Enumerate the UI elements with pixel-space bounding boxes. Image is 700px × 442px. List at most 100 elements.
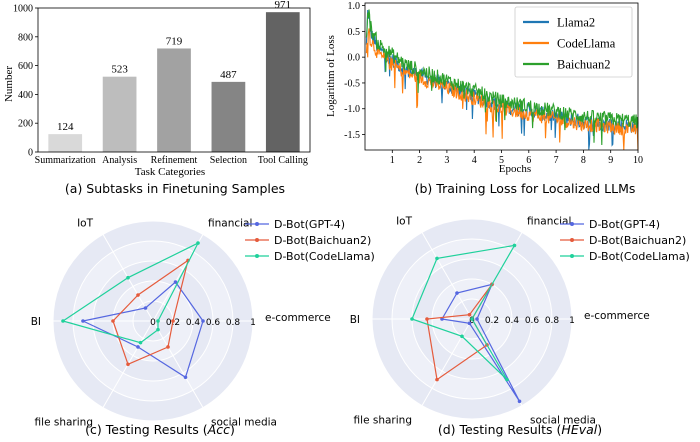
panel-d-spoke — [421, 232, 473, 320]
panel-d-rtick-label: 0.6 — [525, 316, 540, 326]
panel-c-point — [111, 319, 115, 323]
panel-c-rtick-label: 1 — [250, 318, 256, 328]
panel-c-point — [196, 241, 200, 245]
b-legend-label: CodeLlama — [557, 37, 616, 51]
panel-c-point — [81, 319, 85, 323]
panel-d-point — [435, 377, 439, 382]
b-series-baichuan2 — [365, 9, 639, 146]
panel-c-legend-marker — [255, 222, 259, 226]
panel-d-legend-label: D-Bot(Baichuan2) — [589, 234, 686, 247]
panel-c-point — [183, 375, 188, 380]
panel-c-legend-marker — [255, 238, 259, 242]
panel-d-point — [470, 317, 474, 321]
panel-c-point — [138, 340, 143, 345]
b-ytick-label: 0.0 — [348, 53, 361, 64]
panel-c-point — [143, 306, 148, 310]
panel-d-axis-label: IoT — [396, 215, 413, 227]
panel-c-point — [166, 345, 170, 349]
panel-b: 1 2 3 4 5 6 7 8 9 10 -1.5 -1.0 -0.5 0.0 0.5 1.0 Llama2 C… — [325, 1, 643, 196]
a-xtick-label: Analysis — [102, 155, 137, 166]
panel-d-axis-label: e-commerce — [584, 310, 650, 322]
panel-d-rtick-label: 0.8 — [545, 316, 560, 326]
panel-d-spoke — [421, 318, 473, 406]
a-bar-selection — [211, 81, 246, 152]
b-ylabel: Logarithm of Loss — [325, 35, 337, 117]
a-ytick-label: 800 — [18, 32, 33, 43]
panel-d-point — [512, 243, 517, 248]
panel-d-point — [517, 399, 522, 404]
panel-d-axis-label: financial — [527, 215, 571, 227]
a-bar-refinement — [157, 48, 191, 152]
b-caption: (b) Training Loss for Localized LLMs — [415, 181, 636, 196]
b-xtick-label: 2 — [417, 155, 422, 166]
a-data-label: 124 — [57, 121, 74, 133]
a-ylabel: Number — [3, 66, 15, 102]
panel-d-point — [410, 317, 414, 321]
panel-c-axis-label: e-commerce — [265, 312, 331, 324]
a-xlabel: Task Categories — [135, 166, 205, 178]
panel-c-point — [136, 345, 140, 349]
panel-d-point — [425, 317, 429, 321]
panel-c-spoke — [152, 320, 204, 408]
b-xtick-label: 3 — [444, 155, 449, 166]
a-ytick-label: 1000 — [13, 4, 33, 15]
panel-d-point — [460, 334, 464, 339]
panel-a: 124 523 719 487 971 Summarization Analysis Ref… — [3, 0, 311, 196]
b-legend-box — [514, 6, 633, 78]
panel-d-point — [505, 377, 509, 382]
b-xtick-label: 1 — [390, 155, 395, 166]
panel-c-rtick-label: 0 — [150, 318, 156, 328]
panel-c-point — [136, 293, 140, 297]
a-bar-summarization — [48, 134, 83, 152]
panel-d-point — [435, 256, 439, 261]
b-xtick-label: 4 — [472, 155, 477, 166]
b-xtick-label: 5 — [499, 155, 504, 166]
panel-c-point — [171, 319, 175, 323]
panel-c-axis-label: financial — [208, 217, 252, 229]
panel-d-rtick-label: 0.2 — [485, 316, 499, 326]
panel-d-point — [467, 321, 472, 326]
panel-d-rtick-label: 1 — [569, 316, 575, 326]
b-ytick-label: 0.5 — [348, 27, 361, 38]
panel-c-point — [126, 362, 130, 367]
b-legend-label: Llama2 — [557, 16, 595, 30]
b-legend-label: Baichuan2 — [557, 58, 610, 72]
b-xtick-label: 9 — [608, 155, 613, 166]
panel-c-point — [126, 275, 130, 280]
a-xtick-label: Selection — [210, 155, 247, 166]
a-xtick-label: Tool Calling — [258, 155, 308, 166]
a-caption: (a) Subtasks in Finetuning Samples — [65, 181, 285, 196]
panel-c: 0 0.2 0.4 0.6 0.8 1 e-commercefinancialIoTBIfi… — [31, 217, 375, 428]
panel-c-legend-marker — [255, 254, 259, 258]
panel-c-point — [156, 327, 160, 332]
panel-c-rtick-label: 0.6 — [206, 318, 221, 328]
panel-d-legend-label: D-Bot(CodeLlama) — [589, 250, 690, 263]
panel-c-axis-label: social media — [211, 417, 277, 429]
a-ytick-label: 200 — [18, 119, 33, 130]
a-data-label: 487 — [220, 69, 237, 81]
c-caption: (c) Testing Results (Acc) — [85, 422, 235, 437]
a-bar-analysis — [102, 76, 137, 152]
b-ytick-label: -1.5 — [344, 130, 360, 141]
a-bar-tool-calling — [265, 12, 300, 153]
b-xtick-label: 6 — [526, 155, 531, 166]
panel-d: 0 0.2 0.4 0.6 0.8 1 e-commerce financial IoT BI fi… — [350, 215, 690, 426]
panel-c-rtick-label: 0.8 — [226, 318, 241, 328]
b-ytick-label: -1.0 — [344, 104, 360, 115]
a-data-label: 719 — [166, 35, 183, 47]
b-xtick-label: 8 — [581, 155, 586, 166]
a-ytick-label: 400 — [18, 90, 33, 101]
panel-c-point — [61, 319, 65, 323]
panel-d-legend-label: D-Bot(GPT-4) — [589, 218, 660, 231]
a-xtick-label: Summarization — [35, 155, 96, 166]
b-xtick-label: 7 — [554, 155, 559, 166]
panel-d-axis-label: file sharing — [354, 415, 412, 427]
b-ytick-label: -0.5 — [344, 78, 360, 89]
b-legend: Llama2 CodeLlama Baichuan2 — [514, 6, 633, 78]
panel-c-rtick-label: 0.4 — [186, 318, 201, 328]
panel-d-rtick-label: 0 — [469, 316, 475, 326]
a-ytick-label: 600 — [18, 61, 33, 72]
panel-d-legend-marker — [570, 254, 574, 258]
panel-c-legend-label: D-Bot(CodeLlama) — [274, 250, 375, 263]
